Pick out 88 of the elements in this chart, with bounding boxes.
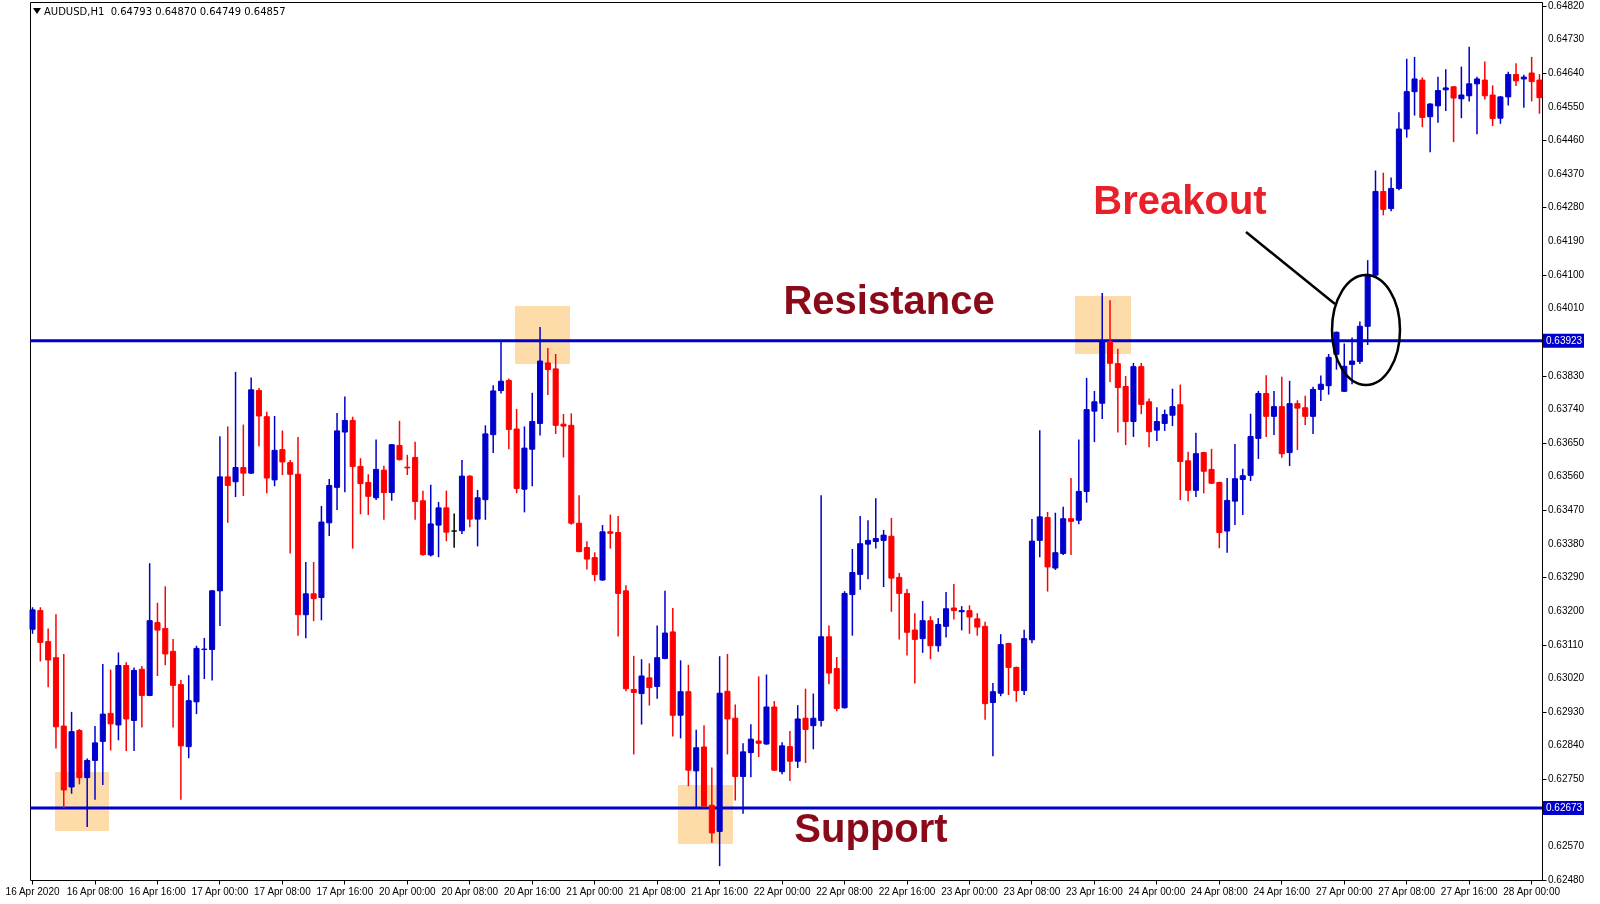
- y-tick-label: 0.63200: [1548, 605, 1585, 616]
- y-tick-label: 0.63470: [1548, 504, 1585, 516]
- candlestick: [1419, 77, 1426, 128]
- candlestick: [919, 600, 926, 653]
- candlestick: [1520, 74, 1527, 108]
- x-tick-label: 20 Apr 00:00: [378, 885, 437, 897]
- annotation: Support: [794, 806, 948, 850]
- x-tick-label: 22 Apr 16:00: [878, 885, 936, 897]
- x-tick-label: 23 Apr 16:00: [1066, 885, 1124, 897]
- candlestick: [755, 676, 762, 758]
- candlestick: [677, 660, 684, 739]
- x-tick-label: 16 Apr 2020: [5, 885, 60, 897]
- x-tick-label: 21 Apr 16:00: [691, 885, 749, 897]
- candlestick: [396, 420, 403, 461]
- x-tick-label: 27 Apr 00:00: [1315, 885, 1374, 897]
- candlestick: [685, 664, 692, 787]
- x-tick-label: 24 Apr 08:00: [1190, 885, 1249, 897]
- y-tick-label: 0.64820: [1548, 0, 1585, 11]
- x-tick-label: 22 Apr 00:00: [753, 885, 811, 897]
- y-tick-label: 0.64280: [1548, 201, 1585, 213]
- x-tick-label: 22 Apr 08:00: [816, 885, 874, 897]
- y-tick-label: 0.63290: [1548, 571, 1585, 583]
- candlestick: [146, 563, 153, 697]
- candlestick: [638, 659, 645, 725]
- candlestick: [974, 613, 981, 636]
- x-tick-label: 24 Apr 16:00: [1253, 885, 1311, 897]
- annotation: Breakout: [1093, 178, 1267, 222]
- y-tick-label: 0.64640: [1548, 66, 1585, 78]
- y-tick-label: 0.62750: [1548, 773, 1585, 785]
- y-tick-label: 0.62480: [1548, 874, 1585, 885]
- y-tick-label: 0.64190: [1548, 235, 1585, 247]
- x-tick-label: 27 Apr 08:00: [1378, 885, 1436, 897]
- chart-title: AUDUSD,H1 0.64793 0.64870 0.64749 0.64857: [44, 6, 286, 17]
- x-tick-label: 27 Apr 16:00: [1440, 885, 1498, 897]
- y-tick-label: 0.64730: [1548, 33, 1585, 45]
- x-tick-label: 28 Apr 00:00: [1503, 885, 1561, 897]
- x-tick-label: 17 Apr 16:00: [316, 885, 374, 897]
- candlestick: [310, 562, 317, 622]
- ref-line-label: 0.62673: [1546, 801, 1583, 813]
- candlestick: [966, 605, 973, 634]
- candlestick: [107, 669, 114, 751]
- y-tick-label: 0.62840: [1548, 739, 1585, 751]
- candlestick: [1130, 362, 1137, 437]
- candlestick: [68, 711, 75, 794]
- candlestick: [76, 729, 83, 785]
- x-tick-label: 20 Apr 08:00: [441, 885, 499, 897]
- ref-line-label: 0.63923: [1546, 334, 1583, 346]
- x-tick-label: 23 Apr 00:00: [941, 885, 999, 897]
- candlestick: [1372, 170, 1379, 276]
- candlestick: [958, 606, 965, 631]
- annotation: Resistance: [783, 278, 995, 322]
- y-tick-label: 0.64100: [1548, 268, 1585, 280]
- y-tick-label: 0.63560: [1548, 470, 1585, 482]
- candlestick: [271, 415, 278, 487]
- y-tick-label: 0.62930: [1548, 705, 1585, 717]
- candlestick: [1286, 380, 1293, 467]
- y-tick-label: 0.64010: [1548, 302, 1585, 314]
- x-tick-label: 17 Apr 08:00: [254, 885, 312, 897]
- x-tick-label: 16 Apr 16:00: [129, 885, 187, 897]
- y-tick-label: 0.63650: [1548, 436, 1585, 448]
- candlestick: [599, 525, 606, 581]
- y-tick-label: 0.63020: [1548, 672, 1585, 684]
- x-tick-label: 21 Apr 00:00: [566, 885, 624, 897]
- y-tick-label: 0.63380: [1548, 537, 1585, 549]
- y-tick-label: 0.62570: [1548, 840, 1585, 852]
- x-tick-label: 24 Apr 00:00: [1128, 885, 1186, 897]
- y-tick-label: 0.63740: [1548, 403, 1585, 415]
- candlestick: [443, 490, 450, 542]
- x-tick-label: 23 Apr 08:00: [1003, 885, 1061, 897]
- candlestick: [927, 616, 934, 660]
- y-tick-label: 0.64550: [1548, 100, 1585, 112]
- candlestick: [646, 663, 653, 706]
- y-tick-label: 0.64460: [1548, 134, 1585, 146]
- candlestick: [115, 652, 122, 741]
- y-tick-label: 0.63830: [1548, 369, 1585, 381]
- candlestick: [802, 688, 809, 764]
- candlestick: [29, 607, 36, 634]
- candlestick: [240, 424, 247, 496]
- candlestick: [232, 371, 239, 498]
- x-tick-label: 16 Apr 08:00: [66, 885, 124, 897]
- candlestick: [763, 674, 770, 745]
- x-tick-label: 20 Apr 16:00: [503, 885, 562, 897]
- x-tick-label: 21 Apr 08:00: [628, 885, 686, 897]
- x-tick-label: 17 Apr 00:00: [191, 885, 249, 897]
- candlestick: [1450, 86, 1457, 143]
- candlestick: [1044, 511, 1051, 592]
- y-tick-label: 0.63110: [1548, 638, 1584, 650]
- y-tick-label: 0.64370: [1548, 167, 1585, 179]
